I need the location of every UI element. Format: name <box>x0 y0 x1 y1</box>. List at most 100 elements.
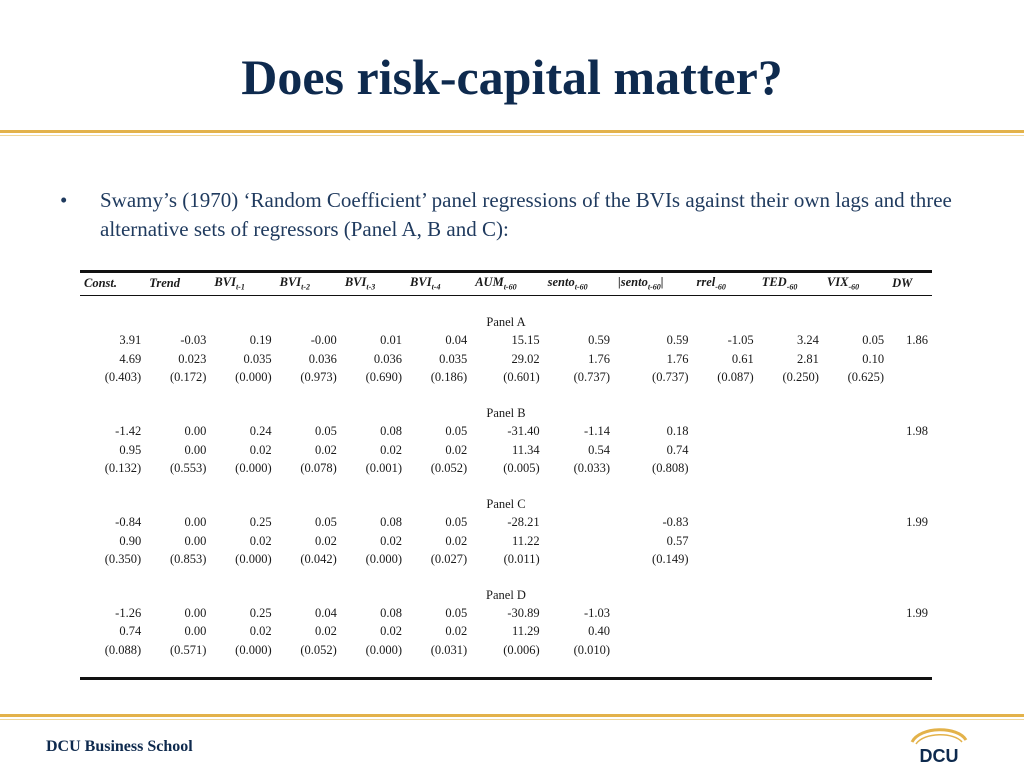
table-cell: (0.010) <box>573 642 611 657</box>
column-header-main: Trend <box>149 275 180 290</box>
column-header-main: rrel <box>696 275 716 289</box>
table-cell <box>544 550 614 568</box>
header-divider-thin <box>0 135 1024 136</box>
table-row: (0.350) (0.853) (0.000) (0.042) (0.000) (0.02… <box>80 550 932 568</box>
table-cell: 1.76 <box>666 351 689 366</box>
table-cell: 1.86 <box>906 333 928 348</box>
table-cell: (0.625) <box>847 369 885 384</box>
spacer-cell <box>80 568 932 586</box>
column-header-main: TED <box>761 275 787 289</box>
table-cell: 0.74 <box>119 624 142 639</box>
slide-title: Does risk-capital matter? <box>241 49 783 105</box>
table-cell: 0.00 <box>184 533 207 548</box>
table-cell: -1.03 <box>583 606 611 621</box>
table-cell: 0.74 <box>666 442 689 457</box>
spacer-cell <box>80 386 932 404</box>
table-cell: 0.25 <box>249 515 272 530</box>
table-cell: -1.14 <box>583 424 611 439</box>
table-cell: (0.000) <box>235 642 272 657</box>
column-header: VIX-60 <box>822 270 889 296</box>
panel-label: Panel C <box>486 497 526 512</box>
table-cell: 3.24 <box>797 333 819 348</box>
table-cell: 0.02 <box>445 624 468 639</box>
table-cell: (0.000) <box>235 551 272 566</box>
table-cell <box>888 441 932 459</box>
table-cell <box>692 459 757 477</box>
column-header: |sentot-60| <box>614 270 693 296</box>
panel-label-row: Panel C <box>80 496 932 514</box>
table-cell: 11.29 <box>511 624 540 639</box>
table-cell <box>823 514 888 532</box>
table-cell: 0.24 <box>249 424 272 439</box>
table-cell <box>758 623 823 641</box>
table-cell <box>758 514 823 532</box>
table-cell: 3.91 <box>119 333 142 348</box>
table-row: 0.90 0.00 0.02 0.02 0.02 0.02 11.22 0.57 <box>80 532 932 550</box>
table-cell <box>823 423 888 441</box>
table-cell: (0.601) <box>503 369 540 384</box>
logo-text: DCU <box>920 746 959 766</box>
table-cell <box>692 532 757 550</box>
table-cell <box>614 623 692 641</box>
table-cell: 2.81 <box>797 351 819 366</box>
table-cell: 0.02 <box>445 442 468 457</box>
table-cell: 0.05 <box>445 515 468 530</box>
table-cell <box>823 623 888 641</box>
table-cell: 0.18 <box>666 424 689 439</box>
spacer-row <box>80 568 932 586</box>
table-cell: 0.59 <box>666 333 689 348</box>
table-cell <box>544 532 614 550</box>
table-cell <box>758 641 823 659</box>
table-cell: 0.036 <box>373 351 403 366</box>
table-cell: (0.088) <box>104 642 142 657</box>
table-cell <box>823 605 888 623</box>
table-cell: -1.05 <box>727 333 754 348</box>
table-cell <box>692 550 757 568</box>
table-cell: (0.132) <box>104 460 142 475</box>
table-cell <box>692 423 757 441</box>
table-cell: 0.05 <box>862 333 885 348</box>
column-header-main: BVI <box>344 275 367 289</box>
table-cell: 0.05 <box>445 424 468 439</box>
table-cell: 0.02 <box>380 442 403 457</box>
table-cell: (0.350) <box>104 551 142 566</box>
table-cell: 11.34 <box>511 442 540 457</box>
table-cell: 15.15 <box>511 333 540 348</box>
column-header-main: |sento <box>618 275 648 289</box>
table-cell: 0.02 <box>380 533 403 548</box>
table-cell: (0.011) <box>503 551 540 566</box>
table-cell <box>888 459 932 477</box>
panel-label-row: Panel A <box>80 314 932 332</box>
table-row: 0.74 0.00 0.02 0.02 0.02 0.02 11.29 0.40 <box>80 623 932 641</box>
panel-label-row: Panel D <box>80 587 932 605</box>
table-cell: (0.000) <box>365 551 403 566</box>
table-cell: (0.186) <box>430 369 468 384</box>
column-header-subscript: -60 <box>715 282 726 292</box>
table-cell: (0.553) <box>169 460 207 475</box>
table-cell: 0.02 <box>314 624 337 639</box>
table-cell: (0.078) <box>300 460 337 475</box>
table-cell <box>692 514 757 532</box>
table-cell <box>823 641 888 659</box>
bullet-text: Swamy’s (1970) ‘Random Coefficient’ pane… <box>100 188 952 241</box>
table-cell: 0.00 <box>184 515 207 530</box>
table-cell: 0.61 <box>731 351 754 366</box>
spacer-cell <box>80 477 932 495</box>
table-cell: 0.59 <box>588 333 611 348</box>
table-cell: 0.02 <box>314 533 337 548</box>
table-cell: 4.69 <box>119 351 142 366</box>
table-cell <box>758 605 823 623</box>
table-cell: 0.02 <box>249 533 272 548</box>
table-cell: (0.031) <box>430 642 468 657</box>
table-cell: 0.036 <box>308 351 337 366</box>
table-cell: 1.99 <box>906 606 928 621</box>
table-cell: 0.035 <box>439 351 468 366</box>
table-cell <box>823 550 888 568</box>
table-cell <box>888 641 932 659</box>
table-cell: (0.000) <box>235 369 272 384</box>
column-header-subscript: -60 <box>786 282 798 292</box>
table-cell: (0.690) <box>365 369 403 384</box>
table-cell <box>888 368 932 386</box>
table-cell: (0.042) <box>300 551 337 566</box>
table-row: -1.26 0.00 0.25 0.04 0.08 0.05 -30.89 -1.03 1.99 <box>80 605 932 623</box>
